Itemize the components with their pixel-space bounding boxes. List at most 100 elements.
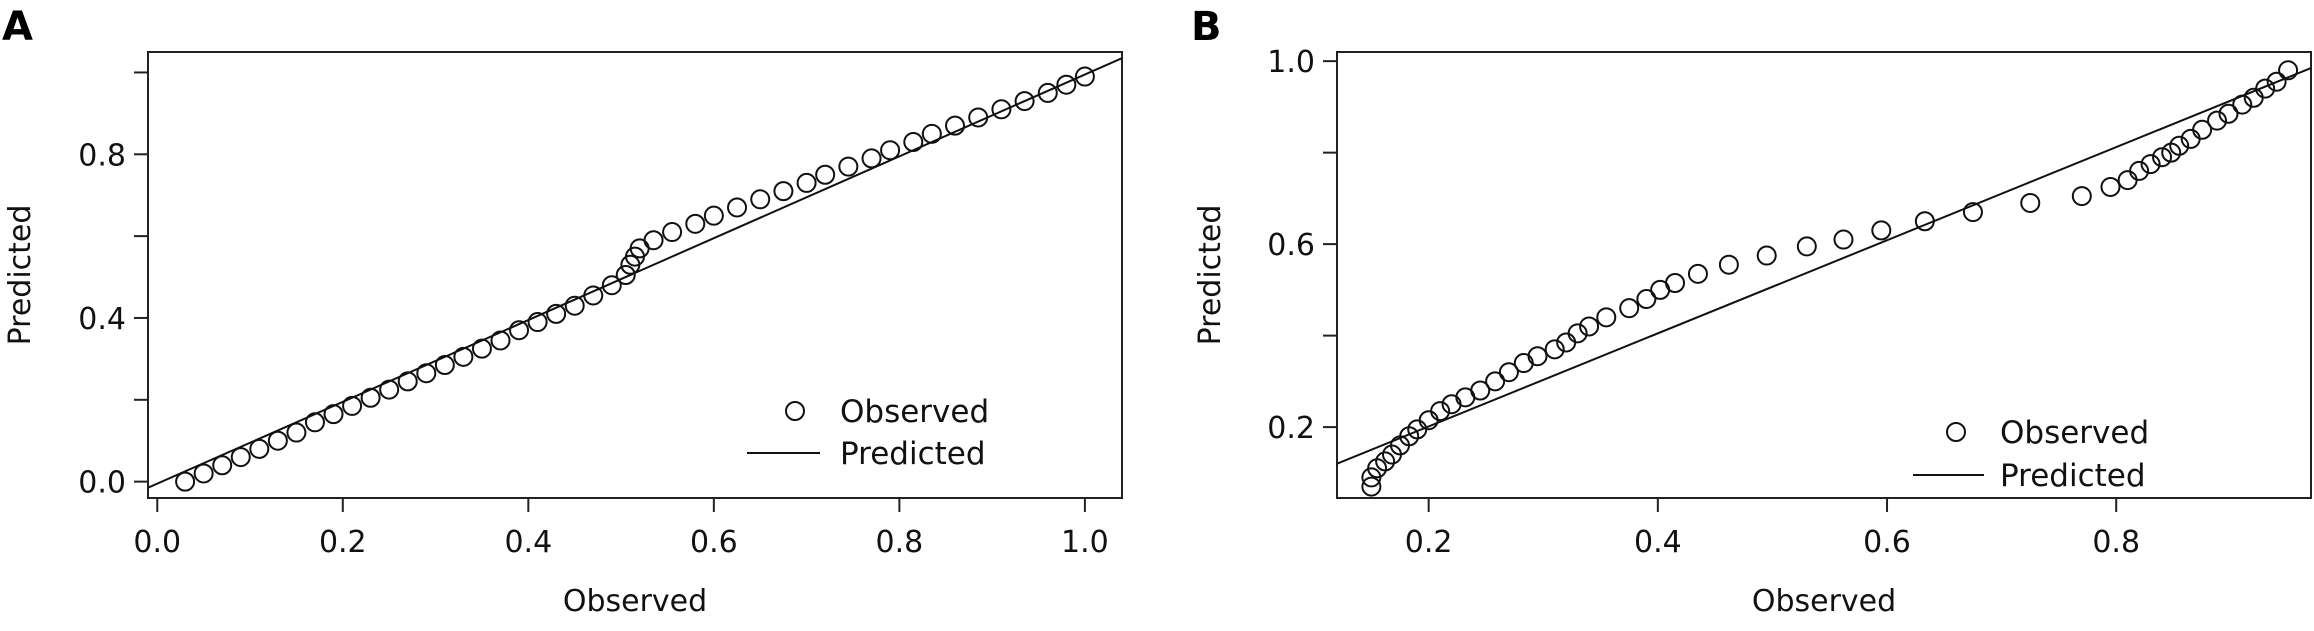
chart-b-y-tick-label: 0.2 <box>1267 411 1315 446</box>
chart-b-observed-point <box>2232 94 2253 115</box>
chart-a-observed-point <box>1056 74 1077 95</box>
panel-b: B 0.2 0.6 1.0 0.2 0.4 0.6 0.8 Observed Predicted O… <box>1157 0 2314 627</box>
chart-a-x-tick-label: 0.6 <box>690 525 738 560</box>
chart-b-observed-point <box>1579 316 1600 337</box>
chart-a-observed-point <box>773 181 794 202</box>
chart-b-observed-point <box>1498 362 1519 383</box>
chart-a-observed-point <box>685 213 706 234</box>
chart-a-observed-point <box>509 320 530 341</box>
chart-a-observed-point <box>397 371 418 392</box>
chart-a-observed-point <box>796 172 817 193</box>
chart-a-observed-point <box>564 295 585 316</box>
chart-b-observed-point <box>2152 147 2173 168</box>
chart-a-observed-point <box>249 438 270 459</box>
chart-b-observed-point <box>2100 176 2121 197</box>
chart-b-observed-series <box>1361 60 2299 497</box>
chart-a-observed-point <box>880 140 901 161</box>
chart-b-legend-observed-symbol <box>1946 422 1966 442</box>
chart-a-y-tick-label: 0.0 <box>78 466 126 501</box>
chart-a-observed-point <box>991 99 1012 120</box>
chart-b-observed-point <box>1665 273 1686 294</box>
chart-a-observed-point <box>601 275 622 296</box>
chart-a-observed-point <box>453 346 474 367</box>
chart-a-x-axis-title: Observed <box>563 584 707 619</box>
chart-a-legend-predicted-label: Predicted <box>840 436 986 472</box>
chart-a-observed-point <box>727 197 748 218</box>
chart-b-observed-point <box>2071 186 2092 207</box>
chart-b-x-tick-label: 0.2 <box>1405 525 1453 560</box>
chart-a-observed-point <box>490 330 511 351</box>
chart-b-x-axis-title: Observed <box>1752 584 1896 619</box>
chart-a-observed-point <box>304 412 325 433</box>
chart-b-panel-letter: B <box>1191 4 1222 50</box>
chart-b-svg: B 0.2 0.6 1.0 0.2 0.4 0.6 0.8 Observed Predicted O… <box>1191 4 2312 619</box>
chart-b-observed-point <box>1796 236 1817 257</box>
chart-a-observed-point <box>286 422 307 443</box>
chart-b-observed-point <box>1361 476 1382 497</box>
chart-b-observed-point <box>2140 154 2161 175</box>
chart-a-observed-point <box>838 156 859 177</box>
chart-a-observed-point <box>360 387 381 408</box>
chart-b-observed-point <box>2255 78 2276 99</box>
chart-a-x-tick-label: 1.0 <box>1061 525 1109 560</box>
chart-a-observed-point <box>342 395 363 416</box>
chart-a-observed-point <box>193 463 214 484</box>
chart-b-observed-point <box>2020 192 2041 213</box>
chart-a-observed-point <box>861 148 882 169</box>
chart-a-observed-point <box>1014 91 1035 112</box>
chart-b-observed-point <box>1718 254 1739 275</box>
chart-b-x-tick-label: 0.6 <box>1863 525 1911 560</box>
chart-a-x-tick-label: 0.8 <box>876 525 924 560</box>
chart-b-observed-point <box>1513 353 1534 374</box>
chart-b-observed-point <box>1687 263 1708 284</box>
chart-b-predicted-series <box>1337 67 2311 465</box>
chart-b-observed-point <box>1871 220 1892 241</box>
chart-b-y-axis-title: Predicted <box>1193 205 1228 346</box>
chart-a-observed-point <box>968 107 989 128</box>
chart-a-observed-point <box>615 265 636 285</box>
chart-b-plot-frame <box>1336 51 2312 499</box>
chart-b-observed-point <box>1470 380 1491 401</box>
chart-b-observed-point <box>1485 371 1506 392</box>
chart-a-observed-point <box>212 455 233 476</box>
chart-a-observed-point <box>750 189 771 210</box>
chart-b-observed-point <box>2169 135 2190 156</box>
chart-b-y-tick-label: 0.6 <box>1267 228 1315 263</box>
chart-b-legend-predicted-label: Predicted <box>2000 458 2146 494</box>
chart-b-observed-point <box>1833 229 1854 250</box>
chart-a-observed-point <box>643 230 664 251</box>
chart-a-observed-point <box>416 363 437 384</box>
chart-b-observed-point <box>1619 298 1640 319</box>
chart-a-observed-point <box>921 123 942 144</box>
chart-b-x-tick-label: 0.4 <box>1634 525 1682 560</box>
chart-a-y-tick-label: 0.8 <box>78 138 126 173</box>
chart-a-x-tick-label: 0.4 <box>504 525 552 560</box>
chart-b-observed-point <box>1636 289 1657 310</box>
chart-b-observed-point <box>1544 339 1565 360</box>
chart-a-observed-point <box>267 430 288 451</box>
chart-b-observed-point <box>2129 160 2150 181</box>
chart-a-plot-frame <box>147 51 1123 499</box>
chart-a-observed-point <box>379 379 400 400</box>
chart-b-observed-point <box>2192 119 2213 140</box>
chart-b-observed-point <box>1914 211 1935 232</box>
chart-b-observed-point <box>1567 323 1588 344</box>
chart-a-observed-series <box>175 66 1095 492</box>
chart-a-observed-point <box>703 205 724 226</box>
panel-a: A 0.0 0.4 0.8 0.0 0.2 0.4 0.6 0.8 1.0 Observed Pred… <box>0 0 1157 627</box>
chart-b-observed-point <box>2266 71 2287 92</box>
chart-b-observed-point <box>1962 202 1983 223</box>
chart-b-observed-point <box>2218 103 2239 124</box>
chart-b-legend-observed-label: Observed <box>2000 415 2149 451</box>
chart-a-y-tick-label: 0.4 <box>78 302 126 337</box>
chart-b-observed-point <box>1756 245 1777 266</box>
chart-a-observed-point <box>583 285 604 306</box>
chart-b-observed-point <box>1596 307 1617 328</box>
chart-a-observed-point <box>230 447 251 468</box>
chart-a-y-axis-title: Predicted <box>3 205 38 346</box>
chart-a-observed-point <box>815 164 836 185</box>
chart-a-observed-point <box>323 404 344 425</box>
chart-a-x-tick-label: 0.2 <box>319 525 367 560</box>
chart-a-observed-point <box>527 312 548 333</box>
chart-a-observed-point <box>945 115 966 136</box>
